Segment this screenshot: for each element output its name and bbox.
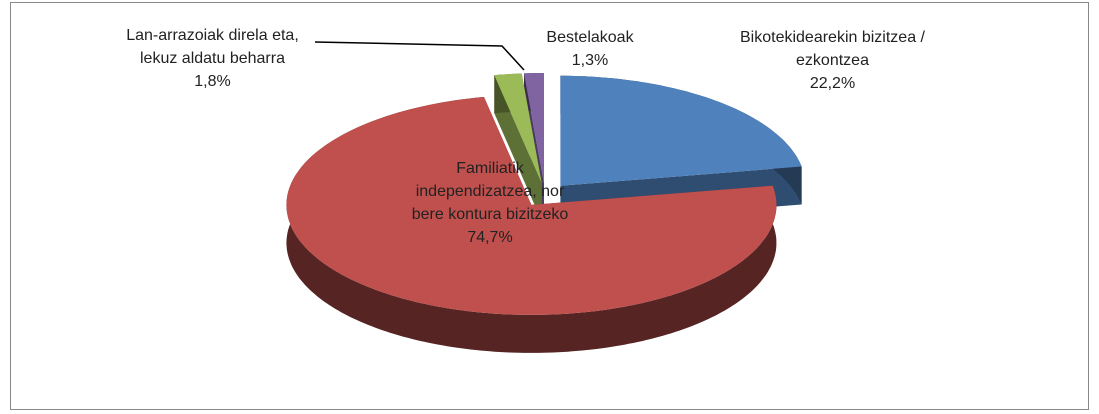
leader-line [314, 41, 525, 71]
slice [494, 73, 542, 184]
value-label: 22,2% [809, 75, 856, 92]
slice [286, 97, 777, 315]
data-label: Familiatik independizatzea, nor bere kon… [400, 157, 580, 249]
slice [524, 73, 544, 183]
category-label: Lan-arrazoiak direla eta, lekuz aldatu b… [126, 27, 299, 67]
data-label: Lan-arrazoiak direla eta, lekuz aldatu b… [110, 24, 315, 93]
data-label: Bikotekidearekin bizitzea / ezkontzea 22,… [735, 26, 930, 95]
category-label: Bestelakoak [546, 29, 634, 46]
category-label: Bikotekidearekin bizitzea / ezkontzea [740, 29, 925, 69]
value-label: 1,3% [571, 52, 609, 69]
category-label: Familiatik independizatzea, nor bere kon… [411, 160, 569, 223]
value-label: 1,8% [194, 73, 231, 90]
slice [560, 75, 802, 186]
data-label: Bestelakoak 1,3% [520, 26, 660, 72]
value-label: 74,7% [467, 229, 513, 246]
